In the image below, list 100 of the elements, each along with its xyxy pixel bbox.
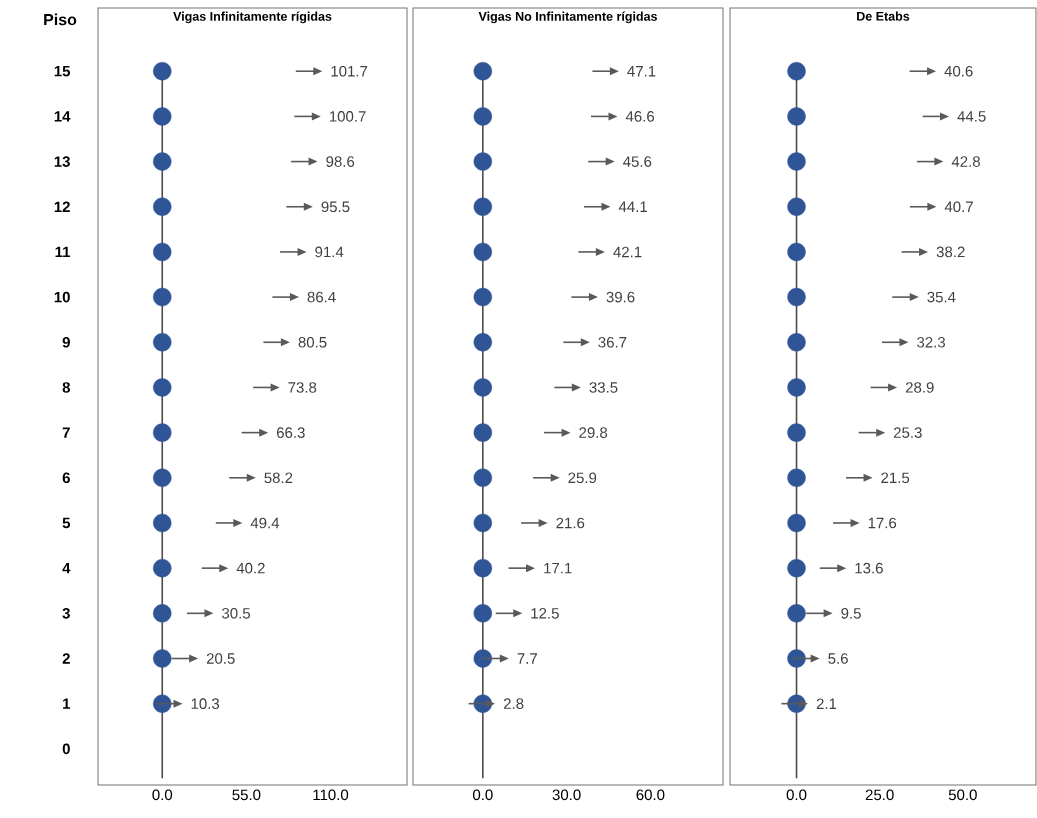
point: [473, 423, 493, 442]
x-tick-label: 55.0: [232, 789, 261, 801]
data-label: 46.6: [625, 111, 655, 122]
point: [153, 62, 172, 81]
point: [219, 564, 229, 573]
chart-title: De Etabs: [857, 11, 910, 21]
point: [787, 649, 806, 668]
point: [499, 654, 509, 663]
chart-title: Vigas No Infinitamente rígidas: [478, 11, 657, 24]
point: [605, 157, 615, 166]
data-label: 25.9: [568, 472, 597, 484]
y-tick-label: 13: [54, 156, 70, 167]
y-tick-label: 6: [62, 472, 70, 484]
point: [876, 428, 886, 437]
point: [787, 378, 806, 397]
data-label: 73.8: [288, 382, 317, 393]
data-label: 28.9: [905, 382, 934, 393]
point: [934, 157, 944, 166]
point: [787, 107, 806, 126]
point: [561, 428, 571, 437]
point: [153, 468, 172, 487]
point: [473, 287, 493, 307]
y-tick-label: 2: [62, 653, 70, 664]
point: [919, 247, 929, 256]
point: [888, 383, 898, 392]
point: [153, 423, 172, 442]
y-tick-label: 8: [62, 382, 70, 393]
data-label: 42.8: [951, 156, 980, 167]
point: [153, 378, 172, 397]
y-tick-label: 1: [63, 698, 71, 709]
point: [313, 67, 323, 76]
point: [538, 518, 548, 527]
point: [787, 513, 806, 533]
point: [153, 242, 172, 262]
point: [601, 202, 611, 211]
data-label: 86.4: [307, 291, 336, 303]
point: [473, 604, 493, 623]
data-label: 10.3: [191, 698, 220, 709]
data-label: 17.6: [868, 517, 897, 529]
data-label: 12.5: [531, 608, 559, 619]
point: [233, 518, 243, 527]
point: [580, 338, 590, 347]
data-label: 29.8: [579, 427, 608, 438]
data-label: 40.7: [944, 201, 973, 213]
point: [823, 609, 833, 618]
point: [787, 333, 806, 352]
point: [153, 152, 172, 171]
point: [526, 564, 536, 573]
point: [153, 604, 172, 623]
x-tick-label: 110.0: [313, 789, 349, 801]
point: [311, 112, 321, 121]
point: [153, 649, 172, 668]
point: [595, 247, 605, 256]
point: [153, 558, 172, 578]
point: [787, 152, 806, 171]
data-label: 49.4: [250, 517, 280, 529]
data-label: 7.7: [517, 653, 537, 664]
data-label: 98.6: [326, 156, 355, 167]
data-label: 40.2: [236, 562, 265, 574]
data-label: 91.4: [315, 246, 344, 258]
data-label: 2.8: [503, 698, 524, 709]
point: [153, 513, 172, 533]
data-label: 35.4: [927, 291, 956, 303]
data-label: 44.1: [618, 201, 647, 212]
point: [787, 197, 806, 216]
data-label: 17.1: [544, 562, 572, 574]
point: [787, 287, 806, 307]
point: [473, 242, 493, 262]
data-label: 58.2: [264, 472, 293, 484]
x-tick-label: 60.0: [636, 789, 665, 801]
point: [927, 202, 937, 211]
point: [270, 383, 280, 392]
point: [289, 293, 299, 302]
point: [189, 654, 199, 663]
point: [787, 468, 806, 487]
point: [588, 293, 598, 302]
x-tick-label: 25.0: [865, 789, 894, 801]
point: [837, 564, 847, 573]
point: [608, 112, 618, 121]
data-label: 21.6: [556, 517, 585, 529]
data-label: 40.6: [944, 65, 973, 77]
point: [571, 383, 581, 392]
point: [940, 112, 950, 121]
point: [787, 423, 806, 442]
data-label: 101.7: [331, 65, 368, 77]
data-label: 5.6: [828, 653, 848, 664]
point: [787, 604, 806, 623]
point: [473, 649, 493, 668]
point: [153, 333, 172, 352]
point: [473, 197, 493, 216]
data-label: 13.6: [855, 562, 883, 574]
point: [473, 152, 493, 171]
data-label: 21.5: [881, 472, 910, 484]
point: [153, 287, 172, 307]
point: [486, 699, 496, 708]
data-label: 45.6: [623, 156, 652, 167]
data-label: 30.5: [222, 608, 251, 619]
x-tick-label: 30.0: [552, 789, 581, 801]
point: [927, 67, 937, 76]
point: [473, 62, 493, 81]
